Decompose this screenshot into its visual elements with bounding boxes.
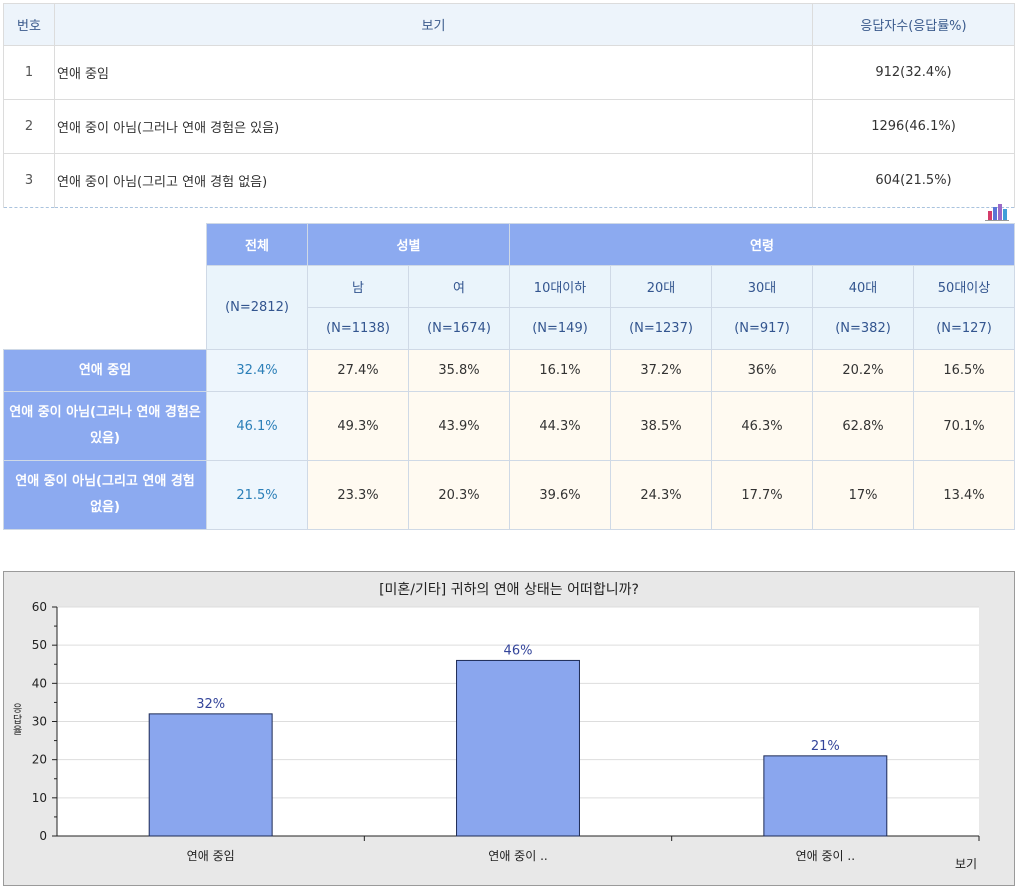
col-label: 여 xyxy=(407,265,511,308)
value-cell: 20.3% xyxy=(407,460,511,530)
total-cell: 32.4% xyxy=(206,349,308,392)
col-n: (N=127) xyxy=(913,307,1015,350)
summary-header-row: 번호 보기 응답자수(응답률%) xyxy=(3,3,1015,46)
value-cell: 70.1% xyxy=(913,391,1015,461)
bar-value-label: 46% xyxy=(504,643,533,658)
total-n: (N=2812) xyxy=(206,265,308,350)
chart-panel: [미혼/기타] 귀하의 연애 상태는 어떠합니까? 0 10 20 30 40 50 60 … xyxy=(3,571,1015,886)
y-tick-label: 20 xyxy=(32,753,47,767)
value-cell: 24.3% xyxy=(610,460,713,530)
header-num: 번호 xyxy=(3,3,55,46)
summary-table: 번호 보기 응답자수(응답률%) 1 연애 중임 912(32.4%) 2 연애… xyxy=(3,3,1015,208)
header-total: 전체 xyxy=(206,223,308,266)
y-axis-label-char: 응 xyxy=(13,703,22,715)
value-cell: 35.8% xyxy=(407,349,511,392)
col-n: (N=382) xyxy=(812,307,915,350)
summary-row: 2 연애 중이 아님(그러나 연애 경험은 있음) 1296(46.1%) xyxy=(3,99,1015,154)
value-cell: 43.9% xyxy=(407,391,511,461)
col-n: (N=1674) xyxy=(407,307,511,350)
total-cell: 46.1% xyxy=(206,391,308,461)
value-cell: 62.8% xyxy=(812,391,915,461)
row-num: 2 xyxy=(3,99,55,154)
col-label: 남 xyxy=(307,265,409,308)
value-cell: 37.2% xyxy=(610,349,713,392)
bar-chart-icon[interactable] xyxy=(985,203,1009,221)
chart-title: [미혼/기타] 귀하의 연애 상태는 어떠합니까? xyxy=(379,582,639,598)
bar-chart: [미혼/기타] 귀하의 연애 상태는 어떠합니까? 0102030405060 … xyxy=(13,582,980,871)
value-cell: 16.5% xyxy=(913,349,1015,392)
header-option: 보기 xyxy=(54,3,813,46)
col-n: (N=1237) xyxy=(610,307,713,350)
bar xyxy=(763,755,888,837)
value-cell: 39.6% xyxy=(509,460,612,530)
value-cell: 23.3% xyxy=(307,460,409,530)
y-axis-label-char: 율 xyxy=(13,725,22,737)
y-tick-label: 60 xyxy=(32,600,47,614)
crosstab-row: 연애 중임 32.4% 27.4% 35.8% 16.1% 37.2% 36% … xyxy=(3,349,1015,392)
row-answers: 1296(46.1%) xyxy=(812,99,1015,154)
bar-value-label: 21% xyxy=(811,739,840,754)
row-num: 1 xyxy=(3,45,55,100)
row-label: 연애 중이 아님(그리고 연애 경험 없음) xyxy=(3,460,207,530)
y-tick-label: 10 xyxy=(32,791,47,805)
col-n: (N=917) xyxy=(711,307,814,350)
bar xyxy=(148,713,273,837)
y-tick-label: 40 xyxy=(32,676,47,690)
y-axis-label-char: 답 xyxy=(13,714,22,726)
col-n: (N=1138) xyxy=(307,307,409,350)
value-cell: 17% xyxy=(812,460,915,530)
value-cell: 44.3% xyxy=(509,391,612,461)
value-cell: 20.2% xyxy=(812,349,915,392)
crosstab-row: 연애 중이 아님(그러나 연애 경험은 있음) 46.1% 49.3% 43.9… xyxy=(3,391,1015,461)
x-tick-label: 연애 중임 xyxy=(187,849,235,863)
bar xyxy=(456,659,580,837)
header-gender: 성별 xyxy=(306,223,511,266)
value-cell: 27.4% xyxy=(307,349,409,392)
row-option: 연애 중이 아님(그리고 연애 경험 없음) xyxy=(54,153,813,208)
value-cell: 16.1% xyxy=(509,349,612,392)
value-cell: 38.5% xyxy=(610,391,713,461)
col-label: 30대 xyxy=(711,265,814,308)
x-tick-label: 연애 중이 .. xyxy=(796,849,855,863)
row-option: 연애 중이 아님(그러나 연애 경험은 있음) xyxy=(54,99,813,154)
col-n: (N=149) xyxy=(509,307,612,350)
summary-row: 3 연애 중이 아님(그리고 연애 경험 없음) 604(21.5%) xyxy=(3,153,1015,208)
x-axis-label: 보기 xyxy=(955,857,977,871)
y-tick-label: 30 xyxy=(32,715,47,729)
value-cell: 46.3% xyxy=(711,391,814,461)
corner-blank xyxy=(3,223,207,350)
row-answers: 604(21.5%) xyxy=(812,153,1015,208)
value-cell: 49.3% xyxy=(307,391,409,461)
value-cell: 36% xyxy=(711,349,814,392)
crosstab-table: 전체 성별 연령 (N=2812) 남 여 10대이하 20대 30대 40대 … xyxy=(3,223,1015,530)
col-label: 20대 xyxy=(610,265,713,308)
col-label: 40대 xyxy=(812,265,915,308)
header-age: 연령 xyxy=(509,223,1015,266)
header-answers: 응답자수(응답률%) xyxy=(812,3,1015,46)
row-num: 3 xyxy=(3,153,55,208)
value-cell: 17.7% xyxy=(711,460,814,530)
bar-value-label: 32% xyxy=(196,697,225,712)
value-cell: 13.4% xyxy=(913,460,1015,530)
row-answers: 912(32.4%) xyxy=(812,45,1015,100)
total-cell: 21.5% xyxy=(206,460,308,530)
row-label: 연애 중이 아님(그러나 연애 경험은 있음) xyxy=(3,391,207,461)
y-tick-label: 0 xyxy=(39,829,47,843)
col-label: 50대이상 xyxy=(913,265,1015,308)
row-option: 연애 중임 xyxy=(54,45,813,100)
y-tick-label: 50 xyxy=(32,638,47,652)
summary-row: 1 연애 중임 912(32.4%) xyxy=(3,45,1015,100)
crosstab-row: 연애 중이 아님(그리고 연애 경험 없음) 21.5% 23.3% 20.3%… xyxy=(3,460,1015,530)
col-label: 10대이하 xyxy=(509,265,612,308)
row-label: 연애 중임 xyxy=(3,349,207,392)
x-tick-label: 연애 중이 .. xyxy=(488,849,547,863)
